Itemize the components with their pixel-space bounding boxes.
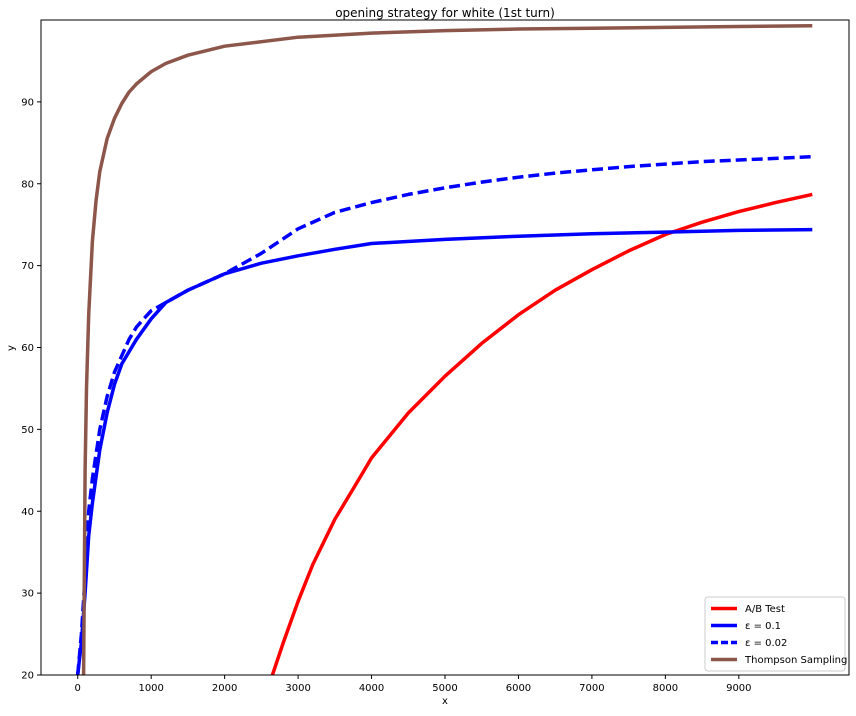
legend-label-2: ε = 0.02 <box>745 638 787 649</box>
legend: A/B Test ε = 0.1 ε = 0.02 Thompson Sampling <box>704 596 847 672</box>
x-tick-label: 6000 <box>506 683 531 694</box>
series-line-3 <box>81 23 813 675</box>
y-tick-label: 70 <box>21 261 34 272</box>
x-tick-label: 5000 <box>432 683 457 694</box>
y-axis: 20 30 40 50 60 70 80 90 <box>21 97 41 682</box>
x-tick-label: 8000 <box>653 683 678 694</box>
y-tick-label: 60 <box>21 343 34 354</box>
y-tick-label: 80 <box>21 179 34 190</box>
series-line-0 <box>270 192 813 675</box>
series-layer <box>75 23 813 675</box>
y-tick-label: 20 <box>21 671 34 682</box>
series-line-2 <box>75 154 813 675</box>
x-tick-label: 0 <box>75 683 81 694</box>
y-tick-label: 50 <box>21 425 34 436</box>
x-tick-label: 7000 <box>579 683 604 694</box>
legend-label-3: Thompson Sampling <box>744 655 847 666</box>
legend-box <box>704 596 846 672</box>
x-tick-label: 4000 <box>359 683 384 694</box>
x-tick-label: 1000 <box>138 683 163 694</box>
x-axis: 0 1000 2000 3000 4000 5000 6000 7000 8000 9000 <box>75 675 752 694</box>
legend-label-1: ε = 0.1 <box>745 621 781 632</box>
x-axis-label: x <box>442 696 448 707</box>
y-tick-label: 90 <box>21 97 34 108</box>
chart-title: opening strategy for white (1st turn) <box>335 6 555 20</box>
x-tick-label: 3000 <box>285 683 310 694</box>
x-tick-label: 9000 <box>726 683 751 694</box>
y-tick-label: 40 <box>21 507 34 518</box>
x-tick-label: 2000 <box>212 683 237 694</box>
y-tick-label: 30 <box>21 589 34 600</box>
legend-label-0: A/B Test <box>745 604 785 615</box>
y-axis-label: y <box>6 345 17 351</box>
